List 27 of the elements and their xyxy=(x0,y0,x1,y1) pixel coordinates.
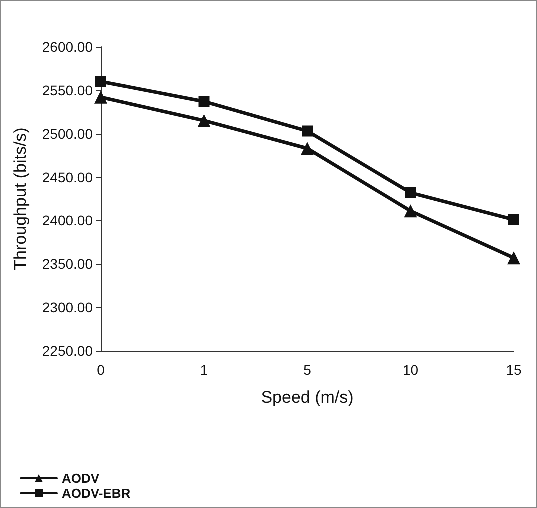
legend-label: AODV-EBR xyxy=(62,486,132,501)
x-tick-label: 1 xyxy=(200,362,208,378)
y-tick-label: 2500.00 xyxy=(42,126,94,142)
y-tick-label: 2600.00 xyxy=(42,39,94,55)
y-tick-label: 2350.00 xyxy=(42,256,94,272)
point xyxy=(508,214,520,226)
point xyxy=(302,126,313,137)
point xyxy=(404,204,418,218)
point xyxy=(405,187,416,198)
point xyxy=(301,142,314,156)
point xyxy=(94,90,108,104)
legend-label: AODV xyxy=(62,471,100,486)
x-tick-label: 5 xyxy=(304,362,312,378)
point xyxy=(96,76,106,88)
y-tick-label: 2450.00 xyxy=(42,169,94,186)
x-tick-label: 15 xyxy=(506,362,522,378)
x-tick-label: 0 xyxy=(97,362,106,378)
y-tick-label: 2550.00 xyxy=(42,82,94,98)
x-tick-label: 10 xyxy=(402,362,419,378)
point xyxy=(198,114,211,128)
y-tick-label: 2250.00 xyxy=(42,343,94,359)
x-axis-title: Speed (m/s) xyxy=(261,388,354,407)
y-axis-title: Throughput (bits/s) xyxy=(11,128,30,270)
point xyxy=(508,252,520,265)
y-tick-label: 2400.00 xyxy=(42,212,94,229)
y-tick-label: 2300.00 xyxy=(42,300,94,316)
point xyxy=(198,96,210,108)
